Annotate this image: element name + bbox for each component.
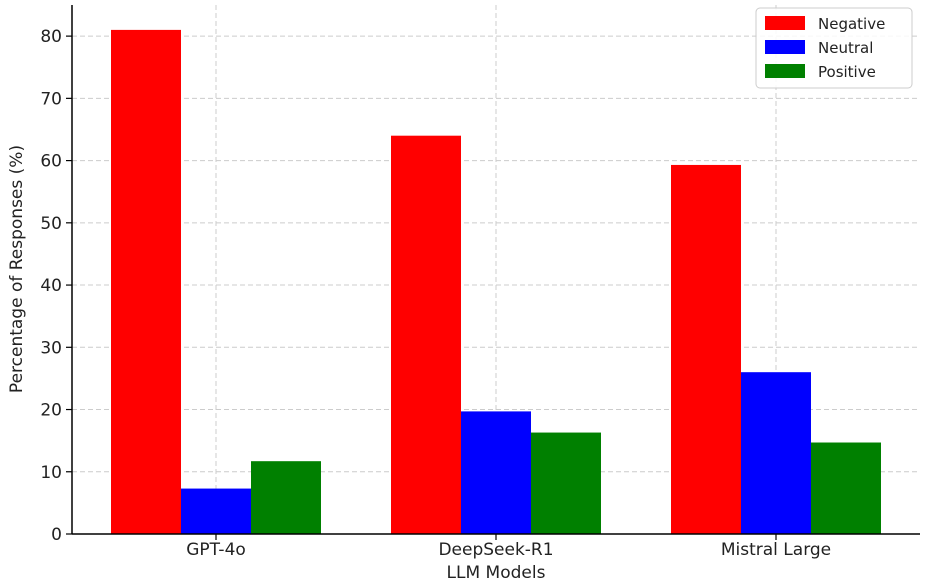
y-tick-label: 80 xyxy=(40,27,62,47)
legend-label-positive: Positive xyxy=(818,63,876,81)
legend-swatch-positive xyxy=(765,64,805,78)
legend: Negative Neutral Positive xyxy=(755,7,913,89)
y-tick-label: 60 xyxy=(40,152,62,172)
y-tick-label: 70 xyxy=(40,89,62,109)
x-ticks: GPT-4o DeepSeek-R1 Mistral Large xyxy=(186,534,831,560)
y-tick-label: 50 xyxy=(40,214,62,234)
x-axis-label: LLM Models xyxy=(447,563,546,583)
legend-label-negative: Negative xyxy=(818,15,885,33)
legend-label-neutral: Neutral xyxy=(818,39,873,57)
y-tick-label: 20 xyxy=(40,401,62,421)
bar-positive-deepseek-r1 xyxy=(531,432,601,534)
y-tick-label: 0 xyxy=(51,525,62,545)
x-tick-label: Mistral Large xyxy=(721,540,831,560)
bar-positive-mistral-large xyxy=(811,442,881,534)
x-tick-label: GPT-4o xyxy=(186,540,246,560)
bar-negative-mistral-large xyxy=(671,164,741,534)
bar-negative-deepseek-r1 xyxy=(391,135,461,534)
y-tick-label: 30 xyxy=(40,338,62,358)
x-tick-label: DeepSeek-R1 xyxy=(438,540,553,560)
bar-negative-gpt-4o xyxy=(111,29,181,535)
bar-neutral-gpt-4o xyxy=(181,488,251,534)
y-tick-label: 40 xyxy=(40,276,62,296)
bars xyxy=(111,29,881,535)
bar-neutral-deepseek-r1 xyxy=(461,411,531,534)
y-ticks: 0 10 20 30 40 50 60 70 80 xyxy=(40,27,72,545)
y-tick-label: 10 xyxy=(40,463,62,483)
legend-swatch-negative xyxy=(765,16,805,30)
legend-swatch-neutral xyxy=(765,40,805,54)
bar-positive-gpt-4o xyxy=(251,461,321,534)
y-axis-label: Percentage of Responses (%) xyxy=(7,145,27,393)
bar-neutral-mistral-large xyxy=(741,372,811,534)
